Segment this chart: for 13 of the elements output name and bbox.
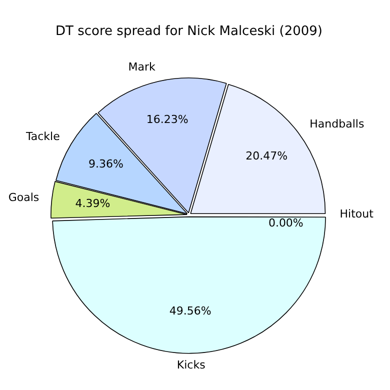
data-label: 4.39% — [75, 197, 110, 210]
text: 0.00% — [268, 216, 304, 230]
slice-label: Handballs — [310, 117, 364, 130]
slice-label: Mark — [128, 60, 156, 74]
slice-label: Kicks — [176, 358, 206, 372]
slice-label: Tackle — [24, 130, 60, 143]
category-label: Hitout — [340, 208, 374, 221]
chart-title: DT score spread for Nick Malceski (2009) — [56, 24, 322, 40]
data-label: 9.36% — [88, 158, 124, 171]
slice-label: Goals — [8, 191, 40, 204]
data-label: 16.23% — [146, 113, 188, 126]
data-label: 20.47% — [246, 150, 288, 163]
data-label: 49.56% — [169, 304, 212, 318]
